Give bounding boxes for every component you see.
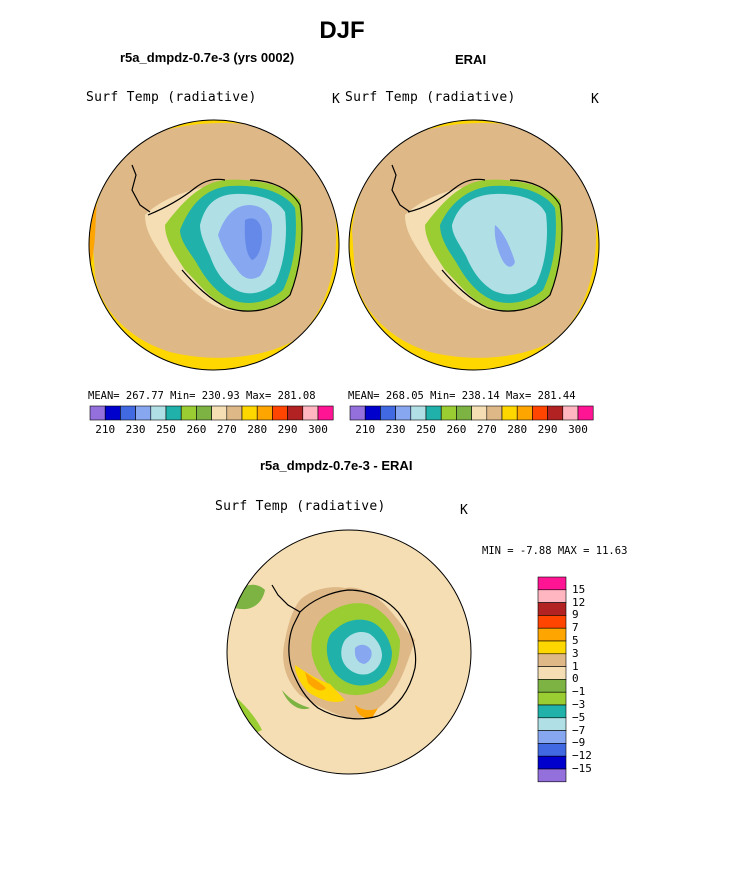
panel2-unit-label: K [591, 92, 599, 107]
colorbar-tick-label: 280 [247, 423, 268, 436]
colorbar-swatch [287, 405, 304, 421]
colorbar-swatch [532, 405, 548, 421]
colorbar-swatch [537, 743, 567, 757]
colorbar-swatch [537, 589, 567, 603]
colorbar-swatch [537, 704, 567, 719]
colorbar-tick-label: −9 [572, 736, 586, 750]
colorbar-swatch [537, 717, 567, 731]
colorbar-tick-label: −12 [572, 749, 592, 763]
colorbar-swatch [537, 666, 567, 680]
panel2-subtitle: ERAI [455, 52, 487, 67]
colorbar-swatch [196, 405, 212, 421]
panel3-stats: MIN = -7.88 MAX = 11.63 [482, 545, 628, 557]
colorbar-tick-label: 270 [476, 423, 497, 436]
colorbar-swatch [241, 405, 258, 421]
colorbar-swatch [425, 405, 442, 421]
panel3-unit-label: K [460, 503, 468, 518]
colorbar-tick-label: 290 [277, 423, 298, 436]
panel1-variable-label: Surf Temp (radiative) [86, 90, 257, 105]
colorbar-swatch [537, 755, 567, 770]
colorbar-tick-label: 290 [537, 423, 558, 436]
panel3-colorbar [537, 576, 567, 783]
colorbar-swatch [486, 405, 503, 421]
colorbar-tick-label: 210 [95, 423, 116, 436]
colorbar-swatch [349, 405, 366, 421]
colorbar-swatch [211, 405, 228, 421]
panel1-stats: MEAN= 267.77 Min= 230.93 Max= 281.08 [88, 390, 316, 402]
colorbar-swatch [120, 405, 136, 421]
colorbar-tick-label: 7 [572, 621, 579, 635]
colorbar-swatch [150, 405, 167, 421]
colorbar-swatch [537, 768, 567, 783]
colorbar-swatch [537, 730, 567, 744]
colorbar-tick-label: 250 [156, 423, 176, 436]
colorbar-swatch [471, 405, 488, 421]
panel2-map [349, 120, 599, 370]
colorbar-swatch [537, 576, 567, 591]
colorbar-swatch [547, 405, 564, 421]
panel1-unit-label: K [332, 92, 340, 107]
colorbar-tick-label: 230 [385, 423, 406, 436]
colorbar-tick-label: −3 [572, 698, 586, 711]
colorbar-swatch [395, 405, 412, 421]
colorbar-tick-label: −1 [572, 685, 586, 699]
colorbar-tick-label: 0 [572, 672, 579, 686]
colorbar-swatch [577, 405, 594, 421]
panel3-map [227, 530, 471, 774]
colorbar-swatch [226, 405, 243, 421]
colorbar-swatch [272, 405, 288, 421]
colorbar-swatch [501, 405, 518, 421]
colorbar-swatch [562, 405, 579, 421]
colorbar-swatch [440, 405, 457, 421]
panel1-subtitle: r5a_dmpdz-0.7e-3 (yrs 0002) [120, 50, 295, 65]
figure-title: DJF [319, 17, 365, 44]
colorbar-swatch [410, 405, 427, 421]
panel1-map [89, 120, 339, 370]
colorbar-swatch [135, 405, 152, 421]
colorbar-tick-label: 300 [568, 423, 588, 436]
colorbar-tick-label: 15 [572, 582, 586, 596]
colorbar-tick-label: 9 [572, 608, 579, 622]
colorbar-swatch [364, 405, 381, 421]
colorbar-swatch [456, 405, 472, 421]
colorbar-swatch [537, 627, 567, 642]
panel2-variable-label: Surf Temp (radiative) [345, 90, 516, 105]
panel3-subtitle: r5a_dmpdz-0.7e-3 - ERAI [260, 458, 413, 473]
colorbar-swatch [180, 405, 197, 421]
colorbar-tick-label: 230 [125, 423, 146, 436]
colorbar-swatch [256, 405, 273, 421]
colorbar-tick-label: 260 [186, 423, 207, 436]
colorbar-tick-label: 210 [355, 423, 376, 436]
colorbar-swatch [89, 405, 106, 421]
colorbar-tick-label: −7 [572, 723, 586, 737]
colorbar-tick-label: 5 [572, 634, 579, 647]
colorbar-swatch [516, 405, 533, 421]
colorbar-swatch [537, 640, 567, 655]
colorbar-swatch [537, 615, 567, 629]
colorbar-tick-label: −5 [572, 710, 586, 724]
colorbar-swatch [380, 405, 396, 421]
colorbar-tick-label: 12 [572, 595, 586, 609]
colorbar-swatch [537, 691, 567, 706]
colorbar-swatch [537, 602, 567, 616]
colorbar-tick-label: 1 [572, 659, 579, 673]
colorbar-swatch [537, 679, 567, 693]
colorbar-tick-label: 260 [446, 423, 467, 436]
colorbar-swatch [165, 405, 182, 421]
colorbar-tick-label: 3 [572, 646, 579, 660]
colorbar-swatch [537, 653, 567, 667]
colorbar-tick-label: 250 [416, 423, 436, 436]
colorbar-swatch [317, 405, 334, 421]
panel2-colorbar [349, 405, 594, 421]
colorbar-tick-label: −15 [572, 762, 592, 775]
colorbar-tick-label: 270 [216, 423, 237, 436]
panel2-stats: MEAN= 268.05 Min= 238.14 Max= 281.44 [348, 390, 576, 402]
panel1-colorbar [89, 405, 334, 421]
panel3-variable-label: Surf Temp (radiative) [215, 499, 386, 514]
colorbar-swatch [302, 405, 319, 421]
colorbar-tick-label: 280 [507, 423, 528, 436]
colorbar-tick-label: 300 [308, 423, 328, 436]
colorbar-swatch [104, 405, 121, 421]
